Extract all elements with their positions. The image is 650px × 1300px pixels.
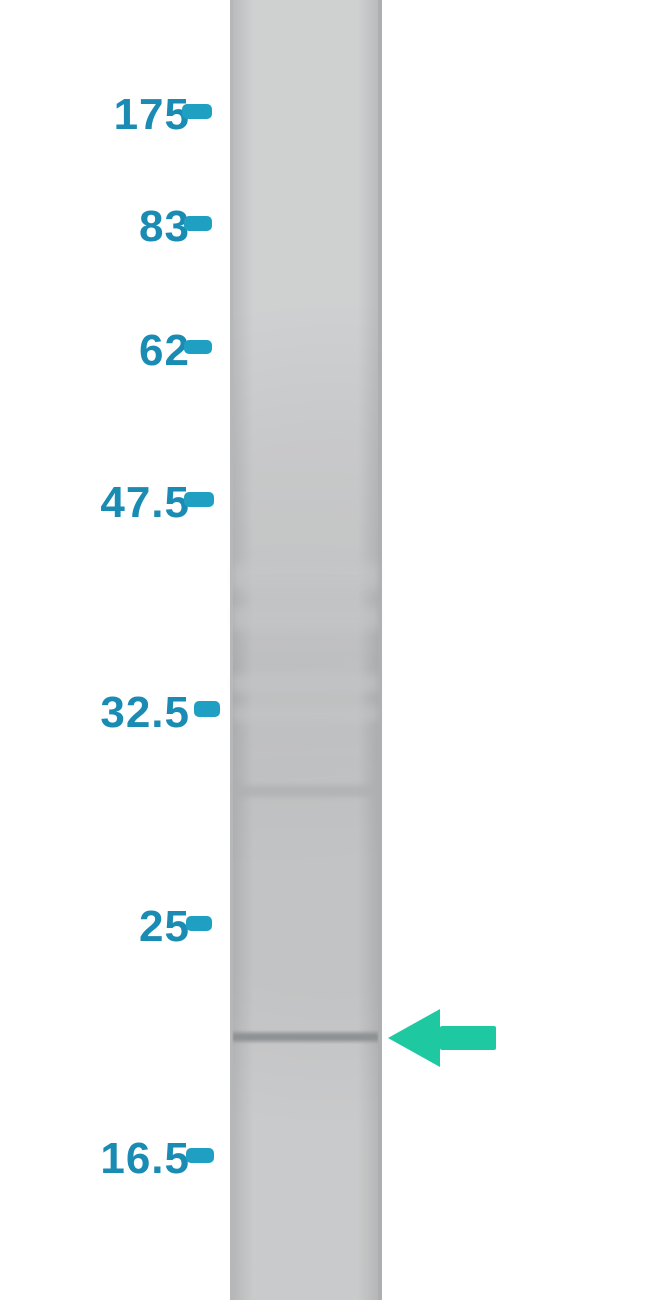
band-5 — [233, 1030, 378, 1044]
mw-label-83: 83 — [139, 202, 190, 252]
arrow-head-icon — [388, 1009, 440, 1067]
mw-tick-16.5 — [186, 1148, 214, 1163]
mw-label-175: 175 — [114, 90, 190, 140]
mw-label-32.5: 32.5 — [100, 688, 190, 738]
band-3 — [233, 702, 378, 726]
mw-label-47.5: 47.5 — [100, 478, 190, 528]
mw-tick-175 — [182, 104, 212, 119]
band-1 — [233, 602, 378, 636]
mw-label-16.5: 16.5 — [100, 1134, 190, 1184]
mw-label-62: 62 — [139, 326, 190, 376]
lane-texture — [233, 0, 378, 1300]
mw-tick-62 — [184, 340, 212, 354]
gel-lane — [230, 0, 382, 1300]
mw-label-25: 25 — [139, 902, 190, 952]
mw-tick-32.5 — [194, 701, 220, 717]
mw-tick-83 — [184, 216, 212, 231]
band-2 — [233, 670, 378, 696]
target-band-arrow — [388, 1009, 496, 1067]
blot-figure: 175 83 62 47.5 32.5 25 16.5 — [0, 0, 650, 1300]
arrow-shaft — [440, 1026, 496, 1050]
band-4 — [233, 782, 378, 800]
band-0 — [233, 556, 378, 596]
mw-tick-47.5 — [184, 492, 214, 507]
mw-tick-25 — [186, 916, 212, 931]
